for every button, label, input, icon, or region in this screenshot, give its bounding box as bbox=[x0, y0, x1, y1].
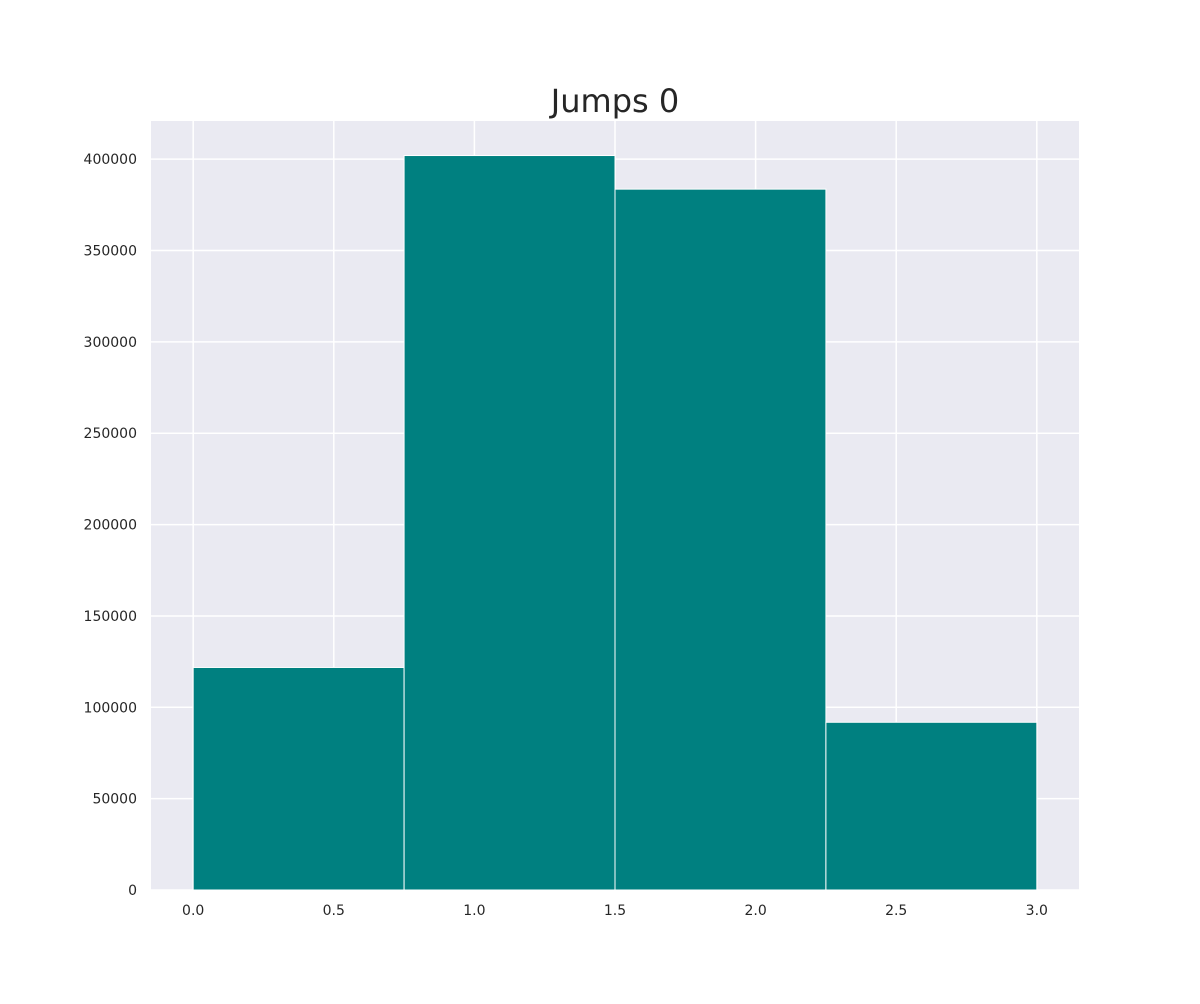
histogram-bar-0 bbox=[192, 666, 405, 891]
chart-title: Jumps 0 bbox=[549, 82, 679, 120]
y-tick-label: 150000 bbox=[84, 609, 137, 625]
histogram-bar-1 bbox=[403, 155, 616, 891]
y-axis-ticks: 0 50000 100000 150000 200000 250000 300000 3500… bbox=[84, 152, 137, 899]
y-tick-label: 200000 bbox=[84, 518, 137, 534]
bars-layer bbox=[192, 155, 1038, 891]
y-tick-label: 0 bbox=[128, 883, 137, 899]
histogram-bar-3 bbox=[825, 721, 1038, 891]
x-tick-label: 0.5 bbox=[323, 903, 345, 919]
x-tick-label: 2.5 bbox=[885, 903, 907, 919]
x-tick-label: 1.0 bbox=[463, 903, 485, 919]
x-tick-label: 0.0 bbox=[182, 903, 204, 919]
x-tick-label: 3.0 bbox=[1026, 903, 1048, 919]
x-tick-label: 1.5 bbox=[604, 903, 626, 919]
x-tick-label: 2.0 bbox=[744, 903, 766, 919]
y-tick-label: 400000 bbox=[84, 152, 137, 168]
histogram-bar-2 bbox=[614, 188, 827, 891]
y-tick-label: 250000 bbox=[84, 426, 137, 442]
y-tick-label: 50000 bbox=[92, 792, 137, 808]
y-tick-label: 100000 bbox=[84, 700, 137, 716]
y-tick-label: 300000 bbox=[84, 335, 137, 351]
y-tick-label: 350000 bbox=[84, 244, 137, 260]
x-axis-ticks: 0.0 0.5 1.0 1.5 2.0 2.5 3.0 bbox=[182, 903, 1048, 919]
